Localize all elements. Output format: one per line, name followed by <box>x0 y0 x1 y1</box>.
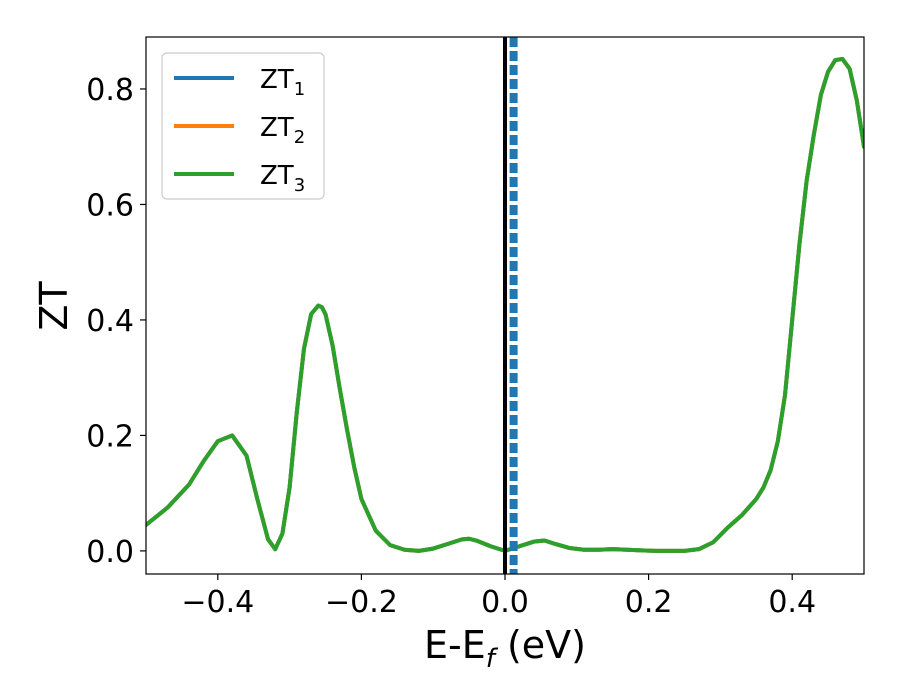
y-tick-label: 0.6 <box>86 188 134 223</box>
y-tick-label: 0.4 <box>86 304 134 339</box>
y-tick-label: 0.8 <box>86 73 134 108</box>
x-axis: −0.4 −0.2 0.0 0.2 0.4 <box>181 574 816 620</box>
x-axis-title-unit: (eV) <box>495 623 586 667</box>
legend: ZT1 ZT2 ZT3 <box>161 52 325 200</box>
y-tick-label: 0.0 <box>86 535 134 570</box>
x-tick-label: −0.2 <box>325 585 398 620</box>
y-tick-label: 0.2 <box>86 419 134 454</box>
y-axis-title: ZT <box>32 281 76 331</box>
legend-frame <box>161 52 325 200</box>
x-tick-label: 0.4 <box>768 585 816 620</box>
legend-label-2: ZT2 <box>260 113 305 148</box>
plot-area <box>146 37 864 574</box>
x-tick-label: 0.2 <box>625 585 673 620</box>
legend-label-3: ZT3 <box>260 161 305 196</box>
legend-label-1: ZT1 <box>260 65 305 100</box>
x-tick-label: 0.0 <box>481 585 529 620</box>
x-tick-label: −0.4 <box>181 585 254 620</box>
x-axis-title: E-Ef (eV) <box>424 623 586 674</box>
y-axis: 0.0 0.2 0.4 0.6 0.8 <box>86 73 146 570</box>
